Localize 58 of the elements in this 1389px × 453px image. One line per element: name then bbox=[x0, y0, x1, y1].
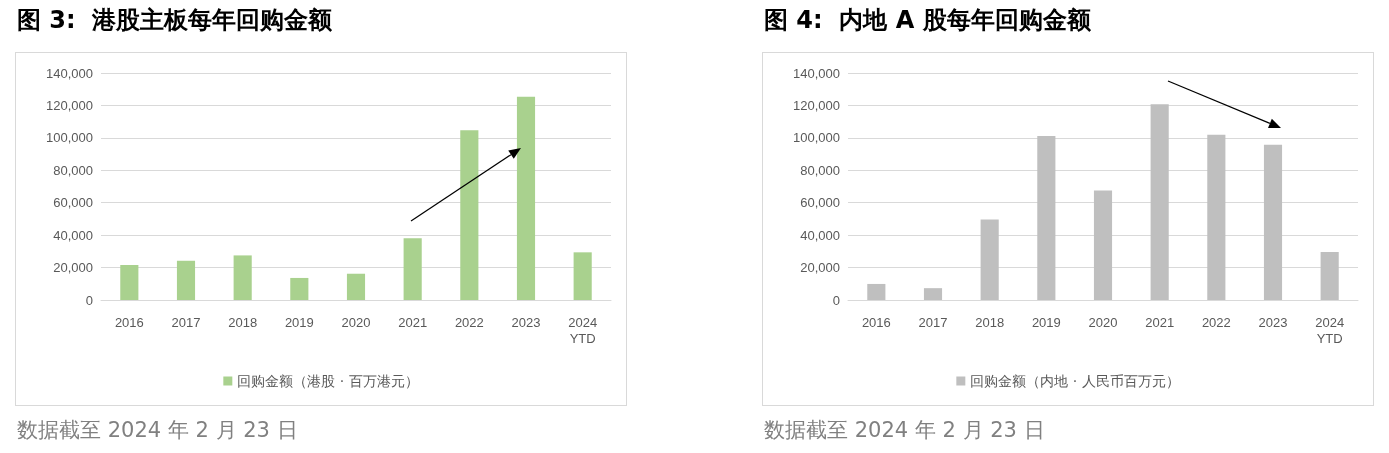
y-tick-label: 0 bbox=[832, 292, 840, 308]
x-tick-label: 2020 bbox=[1088, 314, 1118, 330]
text: 数据截至 2024 年 2 月 23 日 bbox=[764, 417, 1045, 444]
x-tick-label: 2018 bbox=[975, 314, 1005, 330]
y-tick-label: 100,000 bbox=[46, 130, 93, 146]
y-tick-label: 140,000 bbox=[46, 65, 93, 81]
x-tick-label: 2016 bbox=[861, 314, 891, 330]
x-tick-label: 2018 bbox=[228, 314, 258, 330]
y-tick-label: 40,000 bbox=[53, 227, 93, 243]
bar bbox=[1320, 252, 1339, 300]
y-tick-label: 140,000 bbox=[793, 65, 840, 81]
bar bbox=[1207, 134, 1226, 300]
x-tick-label: 2021 bbox=[398, 314, 428, 330]
y-tick-label: 20,000 bbox=[800, 260, 840, 276]
legend-label: 回购金额（港股 · 百万港元） bbox=[237, 373, 419, 389]
x-tick-label: 2017 bbox=[918, 314, 948, 330]
y-tick-label: 120,000 bbox=[793, 97, 840, 113]
x-tick-label: 2024 YTD bbox=[1315, 314, 1345, 346]
bar bbox=[1037, 135, 1056, 300]
x-tick-label: 2016 bbox=[114, 314, 144, 330]
bar bbox=[1093, 190, 1113, 300]
x-tick-label: 2023 bbox=[511, 314, 541, 330]
x-tick-label: 2021 bbox=[1145, 314, 1175, 330]
x-tick-label: 2019 bbox=[284, 314, 314, 330]
y-tick-label: 60,000 bbox=[53, 195, 93, 211]
bar bbox=[516, 96, 536, 300]
bar bbox=[233, 255, 252, 300]
bar bbox=[403, 238, 422, 300]
bar bbox=[980, 219, 999, 300]
text: 数据截至 2024 年 2 月 23 日 bbox=[17, 417, 298, 444]
x-tick-label: 2024 YTD bbox=[568, 314, 598, 346]
chart-title: 图 3: 港股主板每年回购金额 bbox=[17, 5, 333, 36]
bar bbox=[460, 130, 479, 300]
bar bbox=[1263, 144, 1283, 300]
y-tick-label: 80,000 bbox=[53, 162, 93, 178]
y-tick-label: 120,000 bbox=[46, 97, 93, 113]
bar bbox=[867, 283, 886, 300]
bar bbox=[923, 288, 943, 300]
y-tick-label: 60,000 bbox=[800, 195, 840, 211]
x-tick-label: 2017 bbox=[171, 314, 201, 330]
bar bbox=[176, 260, 196, 300]
x-tick-label: 2023 bbox=[1258, 314, 1288, 330]
x-tick-label: 2019 bbox=[1031, 314, 1061, 330]
x-tick-label: 2022 bbox=[454, 314, 484, 330]
bar bbox=[573, 252, 592, 300]
y-tick-label: 40,000 bbox=[800, 227, 840, 243]
x-tick-label: 2022 bbox=[1201, 314, 1231, 330]
bar bbox=[120, 264, 139, 300]
y-tick-label: 20,000 bbox=[53, 260, 93, 276]
bar bbox=[290, 277, 309, 300]
y-tick-label: 80,000 bbox=[800, 162, 840, 178]
bar bbox=[1150, 104, 1169, 300]
y-tick-label: 0 bbox=[85, 292, 93, 308]
legend-label: 回购金额（内地 · 人民币百万元） bbox=[970, 373, 1180, 389]
y-tick-label: 100,000 bbox=[793, 130, 840, 146]
x-tick-label: 2020 bbox=[341, 314, 371, 330]
bar bbox=[346, 273, 366, 300]
chart-title: 图 4: 内地 A 股每年回购金额 bbox=[764, 5, 1091, 36]
